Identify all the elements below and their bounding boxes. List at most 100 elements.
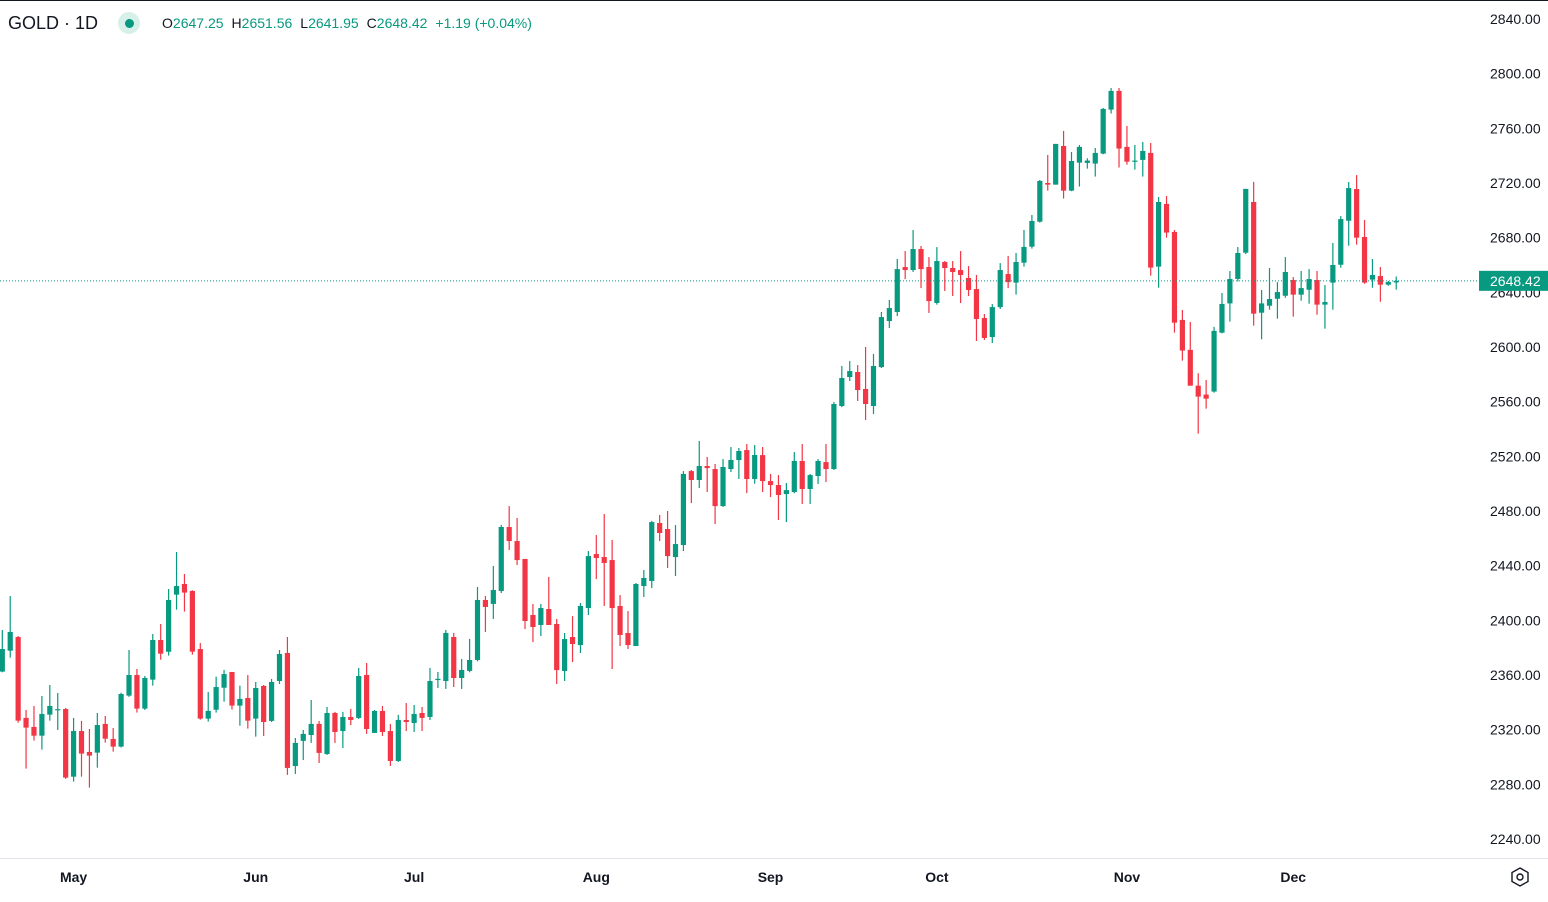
candle: [918, 246, 924, 289]
settings-icon[interactable]: [1509, 866, 1531, 888]
candle-body: [752, 454, 758, 480]
candle-body: [1108, 90, 1114, 110]
candle: [1140, 142, 1146, 177]
candle-body: [862, 388, 869, 404]
candle: [1219, 293, 1225, 334]
candle-body: [728, 460, 734, 470]
candle-body: [371, 710, 378, 733]
candle-body: [1013, 261, 1019, 283]
candle: [767, 473, 774, 498]
candle: [799, 444, 805, 505]
candle: [649, 520, 655, 589]
candle-body: [356, 675, 362, 718]
candle: [775, 475, 782, 521]
candle: [712, 463, 718, 524]
candle: [807, 473, 813, 505]
price-tick-label: 2440.00: [1490, 558, 1541, 574]
candle: [1060, 130, 1067, 199]
month-tick-label: Oct: [925, 869, 949, 885]
candle: [419, 706, 425, 732]
candle: [506, 506, 512, 551]
candle-body: [506, 526, 512, 542]
candle: [197, 643, 203, 720]
candle: [847, 361, 853, 382]
candle: [332, 711, 338, 743]
candle-body: [593, 554, 599, 559]
time-axis[interactable]: May Jun Jul Aug Sep Oct Nov Dec: [60, 869, 1306, 885]
symbol-title[interactable]: GOLD · 1D: [8, 12, 99, 33]
candle: [981, 314, 987, 341]
candle-body: [1385, 282, 1391, 285]
market-status-icon[interactable]: [118, 12, 141, 34]
candle-body: [1195, 385, 1201, 397]
candle: [47, 684, 53, 721]
candle: [1298, 271, 1304, 301]
candle-body: [1179, 319, 1185, 351]
candle-body: [1258, 303, 1265, 313]
candles-layer: [0, 88, 1399, 788]
price-tick-label: 2400.00: [1490, 612, 1541, 628]
candle: [213, 676, 219, 713]
candle-body: [23, 717, 29, 728]
candle-body: [268, 681, 275, 721]
candle: [862, 347, 869, 420]
candle-body: [878, 317, 885, 368]
candle: [554, 618, 560, 685]
candle: [958, 251, 964, 303]
candle-body: [1393, 280, 1399, 283]
candle: [1354, 175, 1360, 245]
candle-body: [522, 558, 528, 622]
candle: [261, 684, 267, 736]
candle-body: [1060, 145, 1067, 191]
candle: [158, 624, 164, 660]
candle: [934, 247, 940, 305]
candle-body: [1369, 274, 1376, 280]
candle-body: [459, 669, 465, 679]
candle: [562, 633, 568, 682]
candle-body: [736, 451, 742, 461]
candle-body: [15, 637, 21, 721]
candle-body: [213, 687, 219, 710]
candle: [348, 708, 354, 726]
candle: [1195, 373, 1201, 434]
candle-body: [1163, 203, 1170, 233]
candle: [78, 720, 85, 777]
candle: [364, 662, 370, 734]
candle: [1029, 214, 1035, 249]
candle: [1243, 188, 1249, 255]
candle-body: [760, 455, 766, 482]
candle-body: [419, 712, 425, 718]
candle-body: [1314, 280, 1320, 305]
candle-body: [1029, 220, 1035, 247]
candle-body: [617, 605, 623, 635]
candle-body: [926, 267, 932, 302]
price-axis[interactable]: 2840.002800.002760.002720.002680.002640.…: [1490, 11, 1541, 847]
candle: [7, 596, 13, 658]
candle-body: [181, 583, 188, 593]
candle-body: [7, 631, 13, 651]
candle-body: [205, 710, 211, 719]
candle: [1282, 257, 1288, 298]
price-tick-label: 2240.00: [1490, 831, 1541, 847]
candle: [601, 514, 607, 606]
month-tick-label: Aug: [583, 869, 610, 885]
candle: [498, 524, 504, 593]
candle-body: [704, 466, 710, 469]
candle-body: [403, 719, 409, 723]
candle: [1274, 282, 1281, 319]
candle-body: [1171, 231, 1178, 323]
candle: [1385, 280, 1391, 286]
candle-body: [1361, 236, 1368, 283]
candle: [625, 611, 631, 650]
candle: [1045, 154, 1051, 191]
candle: [403, 703, 409, 732]
candle-body: [110, 738, 116, 747]
candle: [102, 716, 108, 743]
candle: [1227, 271, 1233, 322]
candle-body: [466, 659, 473, 671]
candle: [1013, 252, 1019, 295]
candle-body: [118, 693, 124, 747]
candle-body: [1219, 303, 1225, 333]
candle-body: [1338, 219, 1344, 265]
